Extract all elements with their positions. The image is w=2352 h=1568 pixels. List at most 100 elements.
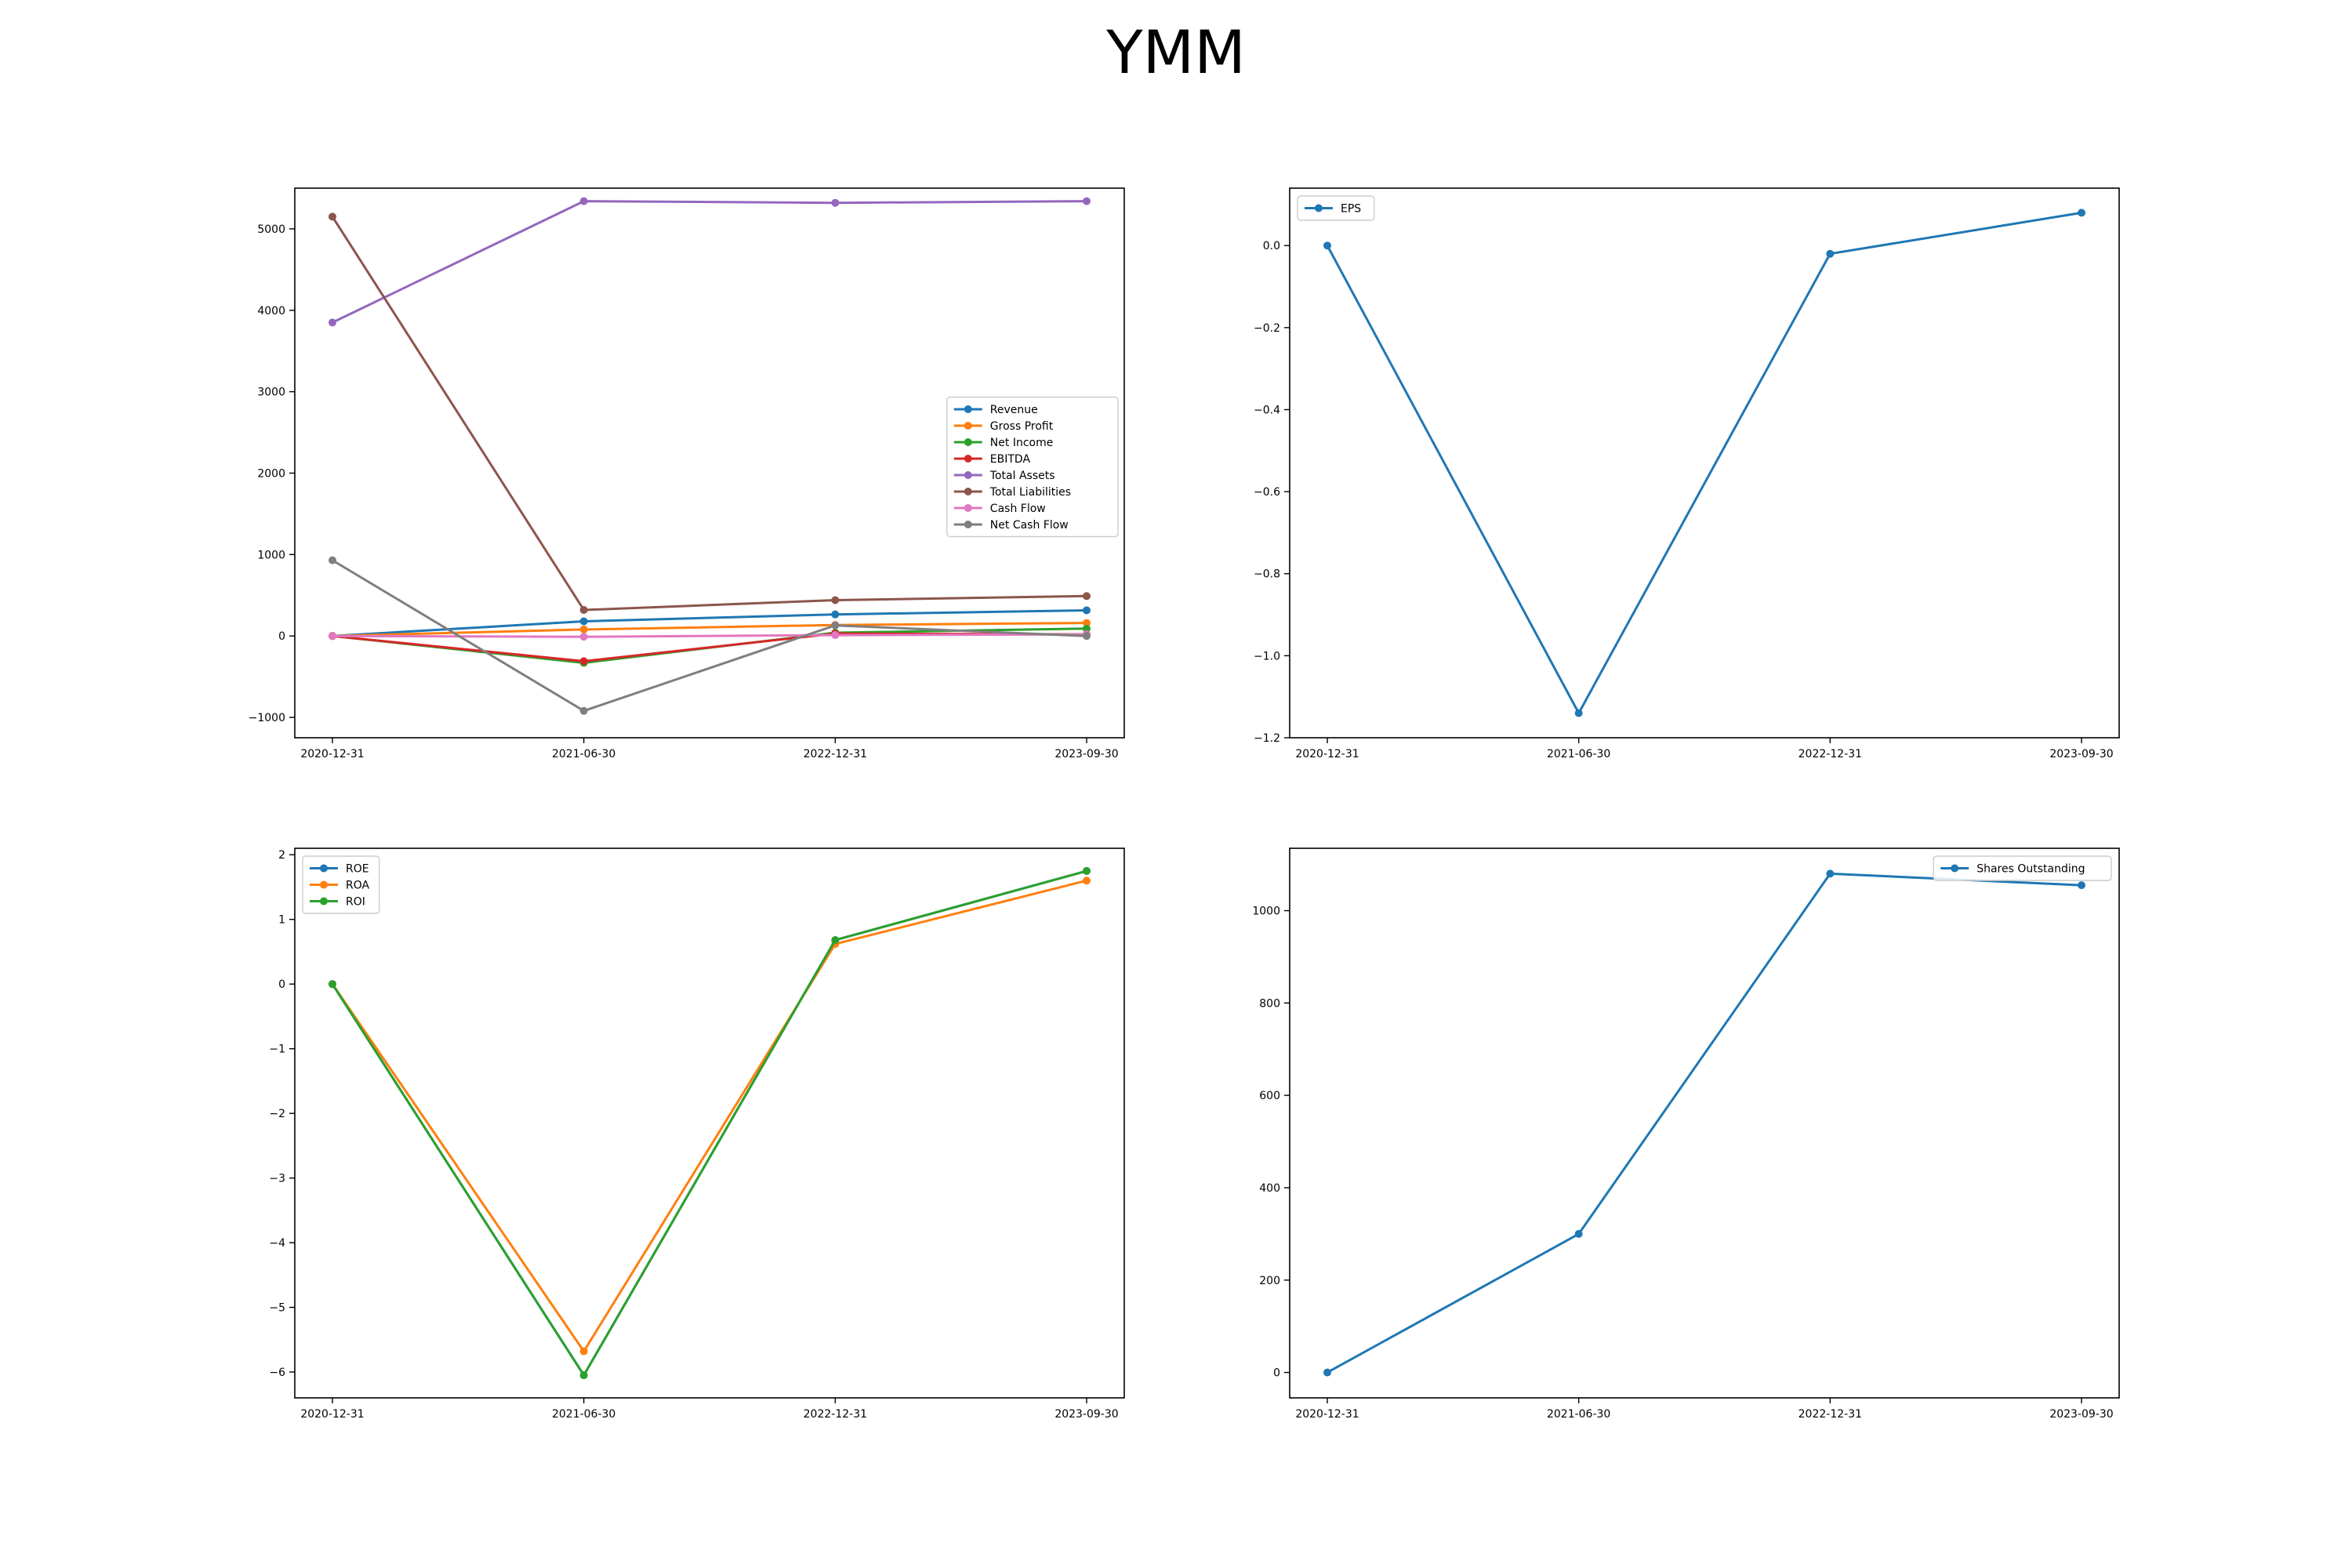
legend-box [1933, 855, 2112, 881]
x-tick-label: 2022-12-31 [804, 748, 867, 760]
x-tick-label: 2020-12-31 [300, 748, 364, 760]
x-tick-label: 2022-12-31 [804, 1408, 867, 1421]
legend-label: Net Income [990, 437, 1054, 449]
legend-marker [964, 488, 972, 495]
legend-label: ROA [346, 880, 370, 892]
series-line [1327, 872, 2082, 1374]
legend-label: Net Cash Flow [990, 519, 1069, 532]
series-line [331, 869, 1087, 1377]
legend-label: EPS [1341, 203, 1361, 216]
data-point [1574, 709, 1583, 717]
x-tick-label: 2023-09-30 [1054, 1408, 1118, 1421]
plot-frame [1289, 187, 2120, 739]
data-point [579, 657, 588, 666]
legend-marker [964, 422, 972, 430]
series-line [331, 216, 1087, 612]
series-roa [328, 877, 1091, 1356]
data-point [1323, 241, 1331, 250]
series-total-assets [328, 197, 1091, 327]
data-point [579, 633, 588, 641]
legend-label: ROI [346, 896, 365, 909]
x-tick-label: 2020-12-31 [1295, 748, 1359, 760]
series-eps [1323, 209, 2085, 717]
y-tick-label: 200 [1259, 1275, 1280, 1287]
series-line [332, 632, 1087, 662]
x-tick-label: 2020-12-31 [1295, 1408, 1359, 1421]
y-tick-label: 800 [1259, 997, 1280, 1010]
legend-label: Total Assets [989, 470, 1055, 482]
data-point [1083, 877, 1091, 885]
data-point [579, 617, 588, 626]
subplot-3: 2020-12-31 2021-06-30 2022-12-31 2023-09-30… [269, 848, 1125, 1421]
x-tick-label: 2020-12-31 [300, 1408, 364, 1421]
legend-marker [320, 864, 328, 873]
x-tick-label: 2021-06-30 [1547, 1408, 1610, 1421]
data-point [831, 610, 840, 619]
legend-box [946, 396, 1119, 538]
y-tick-label: 0 [1273, 1367, 1280, 1380]
x-tick-label: 2022-12-31 [1798, 1408, 1862, 1421]
data-point [1826, 249, 1835, 258]
plot-frame [294, 848, 1125, 1399]
legend-label: EBITDA [990, 453, 1031, 466]
data-point [2078, 881, 2085, 890]
data-point [831, 621, 840, 630]
y-tick-label: 400 [1259, 1182, 1280, 1195]
y-tick-label: −0.8 [1254, 568, 1280, 581]
series-line [332, 633, 1087, 638]
series-line [332, 200, 1087, 324]
y-tick-label: 1 [278, 914, 285, 927]
series-line [1326, 211, 2082, 715]
data-point [1083, 592, 1091, 601]
subplot-4: 2020-12-31 2021-06-30 2022-12-31 2023-09-30… [1252, 848, 2120, 1421]
y-tick-label: 600 [1259, 1090, 1280, 1102]
data-point [579, 625, 588, 633]
data-point [831, 631, 840, 640]
y-tick-label: 3000 [257, 387, 285, 399]
y-tick-label: −4 [269, 1237, 285, 1250]
y-tick-label: −3 [269, 1173, 285, 1185]
data-point [1083, 619, 1091, 627]
series-roe [328, 866, 1091, 1380]
legend-marker [964, 504, 972, 512]
y-tick-label: 0.0 [1263, 240, 1280, 252]
legend-box [1297, 195, 1375, 221]
x-tick-label: 2021-06-30 [552, 748, 615, 760]
legend: Revenue Gross Profit Net Income EBITDA Total… [946, 396, 1119, 538]
data-point [1083, 632, 1091, 641]
data-point [328, 556, 336, 564]
y-tick-label: −1.2 [1254, 732, 1280, 745]
legend-label: ROE [346, 863, 369, 876]
series-total-liabilities [328, 212, 1091, 614]
legend-label: Gross Profit [990, 420, 1054, 433]
legend-marker [964, 471, 972, 479]
data-point [1083, 606, 1091, 615]
data-point [579, 605, 588, 614]
legend-marker [1951, 864, 1959, 873]
subplot-2: 2020-12-31 2021-06-30 2022-12-31 2023-09-30… [1254, 187, 2120, 760]
data-point [831, 596, 840, 604]
figure-title: YMM [1106, 17, 1246, 87]
data-point [1323, 1368, 1331, 1377]
series-line [332, 559, 1087, 713]
data-point [1574, 1229, 1583, 1238]
legend-marker [320, 880, 328, 889]
y-tick-label: 0 [278, 630, 285, 643]
data-point [328, 212, 336, 221]
series-shares-outstanding [1323, 869, 2085, 1377]
y-tick-label: −5 [269, 1302, 285, 1315]
data-point [579, 706, 588, 715]
legend-marker [964, 521, 972, 528]
legend-label: Shares Outstanding [1976, 863, 2085, 876]
data-point [831, 198, 840, 207]
legend: ROE ROA ROI [302, 855, 380, 914]
y-tick-label: −1 [269, 1044, 285, 1056]
y-tick-label: −1000 [249, 712, 285, 724]
series-line [331, 869, 1087, 1377]
legend-marker [964, 455, 972, 463]
legend-marker [964, 438, 972, 446]
series-net-cash-flow [328, 556, 1091, 715]
data-point [1083, 624, 1091, 633]
data-point [328, 318, 336, 327]
